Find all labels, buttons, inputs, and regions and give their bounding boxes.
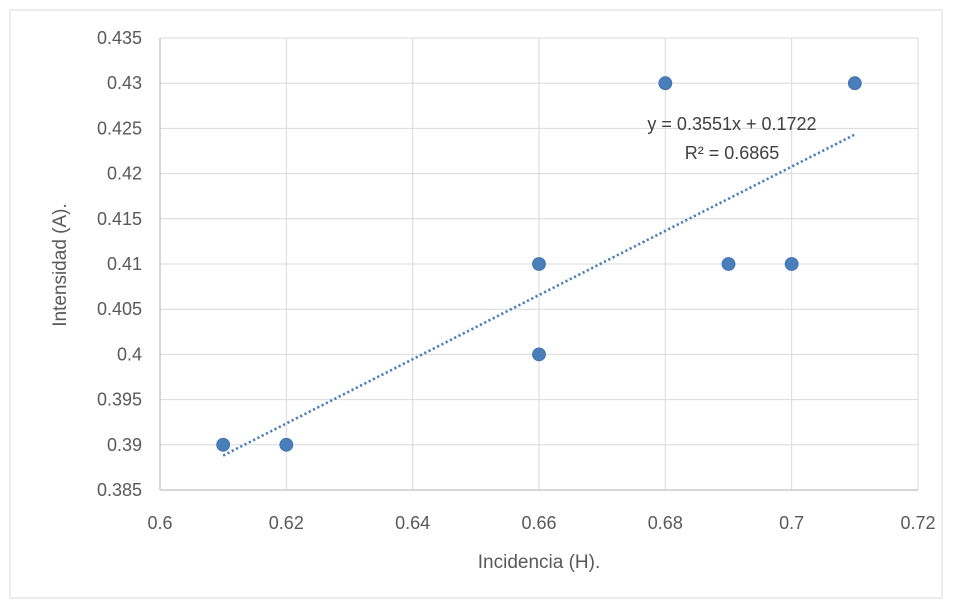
y-tick-label: 0.435 xyxy=(97,28,142,48)
x-axis-title: Incidencia (H). xyxy=(478,552,601,573)
y-tick-label: 0.405 xyxy=(97,299,142,319)
x-tick-label: 0.64 xyxy=(395,513,430,533)
data-point xyxy=(847,76,862,91)
y-tick-label: 0.395 xyxy=(97,390,142,410)
data-point xyxy=(784,257,799,271)
data-point xyxy=(658,76,673,91)
axes xyxy=(159,38,918,491)
trendline-r-squared: R² = 0.6865 xyxy=(685,143,780,163)
data-points xyxy=(216,76,862,452)
x-tick-label: 0.68 xyxy=(648,513,683,533)
y-tick-label: 0.41 xyxy=(107,254,142,274)
data-point xyxy=(532,347,546,362)
y-tick-label: 0.43 xyxy=(107,73,142,93)
data-point xyxy=(532,257,546,271)
x-tick-labels: 0.6 0.62 0.64 0.66 0.68 0.7 0.72 xyxy=(147,513,935,533)
x-tick-label: 0.7 xyxy=(779,513,804,533)
trendline xyxy=(222,133,856,457)
x-tick-label: 0.72 xyxy=(900,513,935,533)
chart-frame xyxy=(9,9,943,599)
trendline-line xyxy=(222,133,856,457)
y-tick-label: 0.4 xyxy=(117,344,142,364)
y-tick-label: 0.385 xyxy=(97,480,142,500)
y-axis-title: Intensidad (A). xyxy=(50,203,71,327)
y-tick-label: 0.425 xyxy=(97,118,142,138)
x-tick-label: 0.6 xyxy=(147,513,172,533)
data-point xyxy=(279,437,294,452)
data-point xyxy=(721,257,736,271)
y-tick-label: 0.39 xyxy=(107,435,142,455)
data-point xyxy=(216,437,231,452)
y-tick-label: 0.42 xyxy=(107,164,142,184)
trendline-equation: y = 0.3551x + 0.1722 xyxy=(647,114,816,134)
y-tick-label: 0.415 xyxy=(97,209,142,229)
x-tick-label: 0.62 xyxy=(269,513,304,533)
y-tick-labels: 0.385 0.39 0.395 0.4 0.405 0.41 0.415 0.42 0.425… xyxy=(97,28,142,500)
x-tick-label: 0.66 xyxy=(521,513,556,533)
